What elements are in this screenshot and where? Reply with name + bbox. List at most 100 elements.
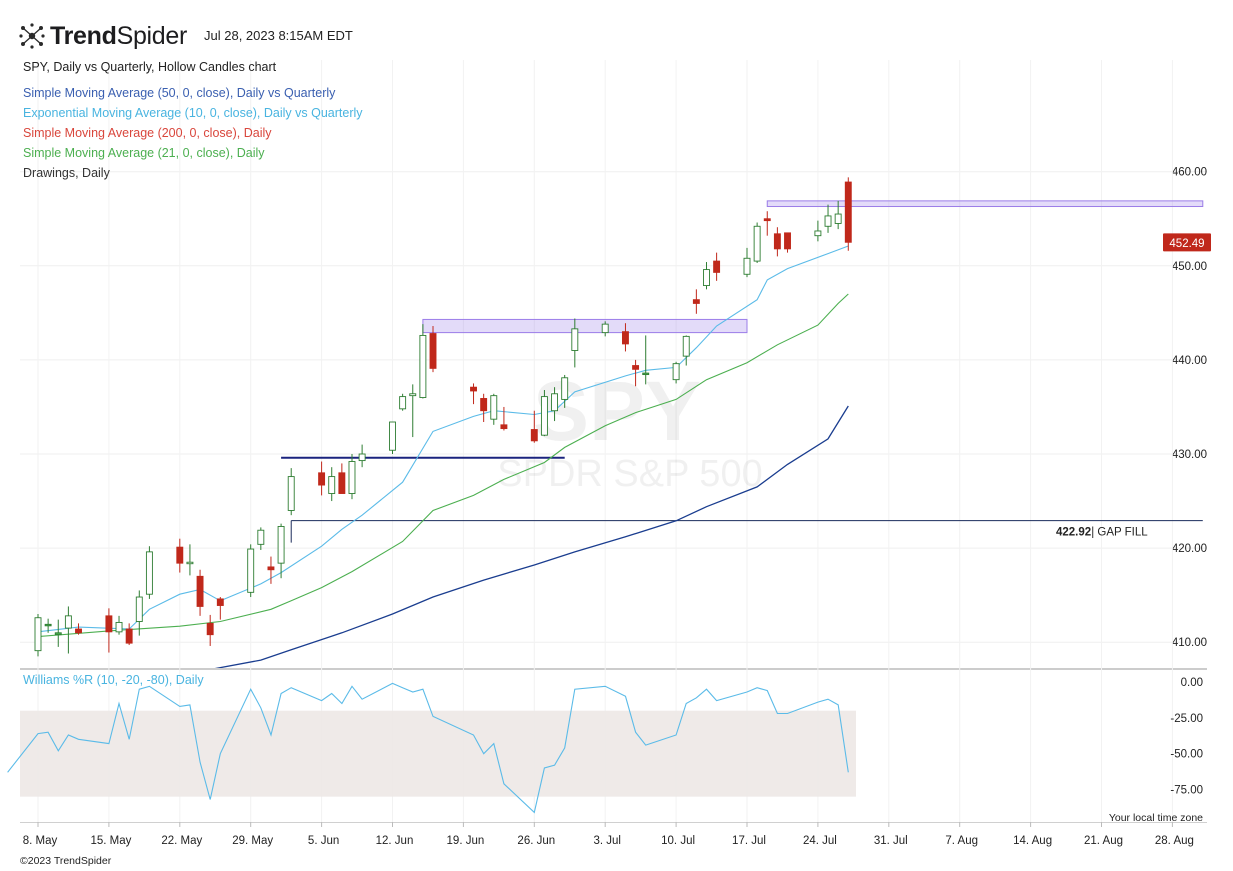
candle-body <box>358 453 366 462</box>
candle-body <box>571 328 579 351</box>
candle-body <box>206 622 214 636</box>
sma-21-line <box>37 293 849 638</box>
williams-r-line <box>7 682 849 814</box>
candle-body <box>844 181 852 243</box>
ma-group <box>37 245 849 668</box>
copyright: ©2023 TrendSpider <box>20 855 112 867</box>
candle-body <box>530 429 538 442</box>
candle-body <box>632 365 640 370</box>
brand-name: TrendSpider <box>50 22 187 51</box>
trendspider-logo: TrendSpider <box>18 20 187 52</box>
candle-body <box>75 628 82 634</box>
candle-body <box>399 396 407 410</box>
timezone-label[interactable]: Your local time zone <box>1108 812 1203 824</box>
legend-item-5[interactable]: Drawings, Daily <box>23 166 110 180</box>
time-tick-label: 21. Aug <box>1084 835 1123 847</box>
time-tick-label: 7. Aug <box>945 835 978 847</box>
candle-body <box>409 393 417 397</box>
price-tick-label: 420.00 <box>1172 543 1207 555</box>
resistance-zone <box>766 200 1204 208</box>
legend-item-2[interactable]: Exponential Moving Average (10, 0, close… <box>23 106 363 120</box>
candle-body <box>105 615 113 633</box>
time-tick-label: 5. Jun <box>308 835 339 847</box>
pane-divider <box>20 668 1207 670</box>
resistance-zone <box>422 318 748 334</box>
candle-body <box>318 472 326 486</box>
candle-body <box>125 628 133 644</box>
candle-body <box>622 331 629 345</box>
watermark-name: SPDR S&P 500 <box>497 453 762 495</box>
candle-body <box>470 386 477 392</box>
spider-logo-icon <box>19 23 45 49</box>
wr-tick-label: 0.00 <box>1181 677 1203 689</box>
wr-tick-label: -75.00 <box>1170 785 1203 797</box>
candle-body <box>328 476 336 494</box>
price-tick-label: 430.00 <box>1172 449 1207 461</box>
candle-body <box>814 230 822 237</box>
price-tick-label: 450.00 <box>1172 261 1207 273</box>
candle-body <box>763 218 771 222</box>
candle-body <box>196 575 204 607</box>
candle-body <box>257 529 265 545</box>
candle-body <box>490 395 498 420</box>
legend-item-3[interactable]: Simple Moving Average (200, 0, close), D… <box>23 126 272 140</box>
candle-body <box>713 260 721 273</box>
candle-body <box>692 299 700 304</box>
candle-body <box>348 461 356 494</box>
candle-body <box>419 334 427 398</box>
time-tick-label: 17. Jul <box>732 835 766 847</box>
time-tick-label: 22. May <box>161 835 202 847</box>
time-tick-label: 24. Jul <box>803 835 837 847</box>
candle-body <box>480 398 488 412</box>
brand-light: Spider <box>116 21 188 50</box>
gap-fill-text: | GAP FILL <box>1091 527 1148 539</box>
candle-body <box>145 551 153 595</box>
time-tick-label: 14. Aug <box>1013 835 1052 847</box>
candle-body <box>267 566 275 571</box>
legend-item-1[interactable]: Simple Moving Average (50, 0, close), Da… <box>23 86 336 100</box>
candle-body <box>773 233 781 250</box>
candle-body <box>176 546 184 564</box>
wr-pane-label: Williams %R (10, -20, -80), Daily <box>23 673 204 687</box>
candle-body <box>54 632 62 636</box>
legend-item-0[interactable]: SPY, Daily vs Quarterly, Hollow Candles … <box>23 60 277 74</box>
candle-body <box>338 472 346 494</box>
time-tick-label: 12. Jun <box>376 835 414 847</box>
candle-body <box>601 323 609 334</box>
candle-body <box>672 363 680 381</box>
candle-body <box>834 213 842 224</box>
ema-10-line <box>37 245 849 633</box>
candle-body <box>500 424 508 430</box>
wr-tick-label: -25.00 <box>1170 713 1203 725</box>
time-tick-label: 15. May <box>90 835 131 847</box>
price-tick-label: 410.00 <box>1172 637 1207 649</box>
candle-body <box>64 615 72 629</box>
time-tick-label: 3. Jul <box>593 835 621 847</box>
candle-body <box>682 335 690 357</box>
last-price-label: 452.49 <box>1169 238 1204 250</box>
time-tick-label: 28. Aug <box>1155 835 1194 847</box>
gap-fill-label: 422.92| GAP FILL <box>1056 527 1148 539</box>
candle-body <box>743 257 751 275</box>
sma-50-line <box>214 405 849 668</box>
candle-body <box>824 215 832 227</box>
legend-item-4[interactable]: Simple Moving Average (21, 0, close), Da… <box>23 146 265 160</box>
candle-body <box>561 377 569 400</box>
time-tick-label: 31. Jul <box>874 835 908 847</box>
candle-body <box>784 232 791 250</box>
time-tick-label: 29. May <box>232 835 273 847</box>
last-price-tag <box>1163 233 1211 252</box>
time-tick-label: 8. May <box>23 835 58 847</box>
candle-body <box>135 596 143 622</box>
candle-body <box>115 621 123 633</box>
price-tick-label: 460.00 <box>1172 167 1207 179</box>
candle-body <box>277 526 285 564</box>
candle-body <box>247 548 255 593</box>
candle-body <box>216 598 224 606</box>
candle-body <box>540 396 548 436</box>
candle-body <box>287 476 295 511</box>
candle-body <box>753 225 761 262</box>
candle-body <box>34 617 42 652</box>
time-tick-label: 10. Jul <box>661 835 695 847</box>
